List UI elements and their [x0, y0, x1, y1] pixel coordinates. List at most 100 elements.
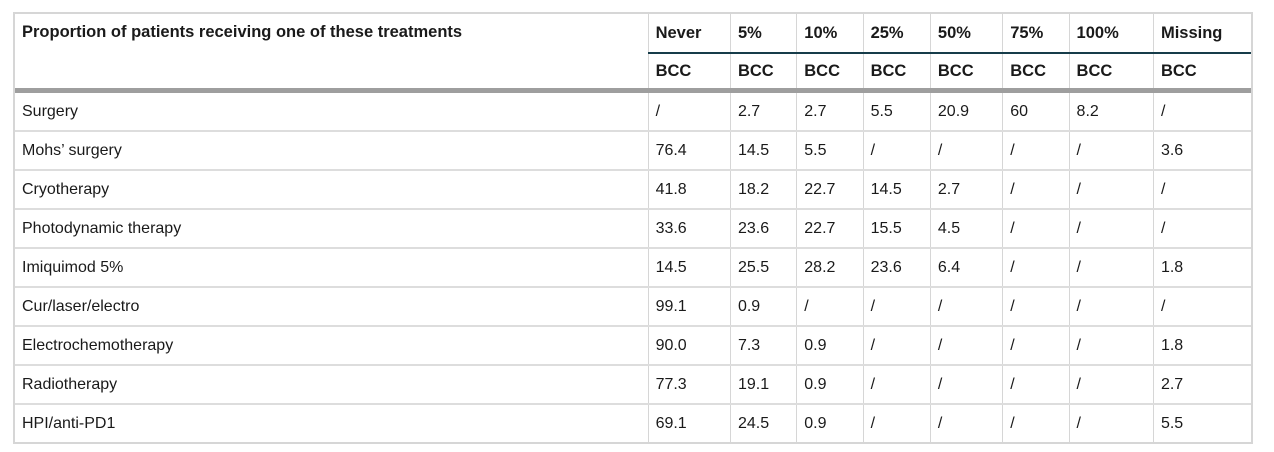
table-cell: /	[862, 364, 931, 404]
row-label: Cryotherapy	[15, 169, 649, 209]
table-cell: 33.6	[647, 208, 731, 248]
table-cell: 1.8	[1152, 247, 1251, 287]
column-header-never: Never	[647, 14, 731, 54]
subheader-bcc: BCC	[1002, 53, 1070, 93]
table-cell: /	[1068, 208, 1154, 248]
table-cell: /	[1152, 286, 1251, 326]
table-cell: /	[1068, 286, 1154, 326]
table-cell: 15.5	[862, 208, 931, 248]
row-label: Electrochemotherapy	[15, 325, 649, 365]
table-cell: 0.9	[796, 403, 864, 442]
table-cell: 2.7	[729, 90, 797, 131]
table-row: Mohs’ surgery 76.4 14.5 5.5 / / / / 3.6	[15, 130, 1251, 170]
subheader-bcc: BCC	[647, 53, 731, 93]
table-cell: /	[1152, 208, 1251, 248]
header-row-columns: Proportion of patients receiving one of …	[15, 14, 1251, 93]
row-label: HPI/anti-PD1	[15, 403, 649, 442]
column-header-25pct: 25%	[862, 14, 931, 54]
column-header-5pct: 5%	[729, 14, 797, 54]
treatment-proportion-table-frame: Proportion of patients receiving one of …	[13, 12, 1253, 444]
table-row: Imiquimod 5% 14.5 25.5 28.2 23.6 6.4 / /…	[15, 247, 1251, 287]
table-cell: 99.1	[647, 286, 731, 326]
table-row: Cur/laser/electro 99.1 0.9 / / / / / /	[15, 286, 1251, 326]
table-cell: /	[1002, 247, 1070, 287]
table-cell: 5.5	[796, 130, 864, 170]
table-cell: /	[929, 130, 1003, 170]
table-row: Cryotherapy 41.8 18.2 22.7 14.5 2.7 / / …	[15, 169, 1251, 209]
table-cell: /	[1068, 247, 1154, 287]
table-cell: 76.4	[647, 130, 731, 170]
table-cell: 4.5	[929, 208, 1003, 248]
table-row: HPI/anti-PD1 69.1 24.5 0.9 / / / / 5.5	[15, 403, 1251, 442]
label-column-header: Proportion of patients receiving one of …	[15, 14, 649, 93]
row-label: Radiotherapy	[15, 364, 649, 404]
subheader-bcc: BCC	[729, 53, 797, 93]
table-cell: /	[1152, 169, 1251, 209]
table-cell: 90.0	[647, 325, 731, 365]
table-cell: /	[1068, 403, 1154, 442]
column-header-100pct: 100%	[1068, 14, 1154, 54]
header-row-subheaders: BCC BCC BCC BCC BCC BCC BCC BCC	[15, 53, 1251, 93]
table-cell: /	[796, 286, 864, 326]
table-cell: /	[862, 130, 931, 170]
table-cell: 77.3	[647, 364, 731, 404]
table-cell: /	[1002, 325, 1070, 365]
row-label: Photodynamic therapy	[15, 208, 649, 248]
table-cell: /	[1002, 208, 1070, 248]
table-cell: 14.5	[647, 247, 731, 287]
table-cell: 20.9	[929, 90, 1003, 131]
row-label: Mohs’ surgery	[15, 130, 649, 170]
column-header-missing: Missing	[1152, 14, 1251, 54]
column-header-50pct: 50%	[929, 14, 1003, 54]
table-cell: 18.2	[729, 169, 797, 209]
table-row: Photodynamic therapy 33.6 23.6 22.7 15.5…	[15, 208, 1251, 248]
table-row: Radiotherapy 77.3 19.1 0.9 / / / / 2.7	[15, 364, 1251, 404]
subheader-bcc: BCC	[1152, 53, 1251, 93]
table-cell: /	[1152, 90, 1251, 131]
table-cell: 6.4	[929, 247, 1003, 287]
table-cell: 24.5	[729, 403, 797, 442]
table-cell: 19.1	[729, 364, 797, 404]
column-header-10pct: 10%	[796, 14, 864, 54]
table-cell: /	[1002, 364, 1070, 404]
row-label: Cur/laser/electro	[15, 286, 649, 326]
table-cell: /	[929, 403, 1003, 442]
subheader-bcc: BCC	[796, 53, 864, 93]
subheader-bcc: BCC	[862, 53, 931, 93]
table-cell: 14.5	[729, 130, 797, 170]
table-cell: /	[1002, 403, 1070, 442]
table-cell: 2.7	[929, 169, 1003, 209]
table-cell: 1.8	[1152, 325, 1251, 365]
table-cell: 3.6	[1152, 130, 1251, 170]
table-cell: 22.7	[796, 169, 864, 209]
table-cell: /	[1068, 130, 1154, 170]
table-cell: /	[929, 286, 1003, 326]
table-cell: /	[1002, 169, 1070, 209]
table-cell: 23.6	[862, 247, 931, 287]
row-label: Surgery	[15, 90, 649, 131]
table-cell: 0.9	[796, 364, 864, 404]
table-cell: 8.2	[1068, 90, 1154, 131]
table-cell: /	[1068, 325, 1154, 365]
table-row: Surgery / 2.7 2.7 5.5 20.9 60 8.2 /	[15, 90, 1251, 131]
table-cell: /	[929, 364, 1003, 404]
table-cell: 14.5	[862, 169, 931, 209]
table-cell: /	[1002, 286, 1070, 326]
table-cell: 2.7	[796, 90, 864, 131]
subheader-bcc: BCC	[1068, 53, 1154, 93]
table-row: Electrochemotherapy 90.0 7.3 0.9 / / / /…	[15, 325, 1251, 365]
table-cell: /	[647, 90, 731, 131]
table-cell: /	[862, 325, 931, 365]
table-cell: 0.9	[796, 325, 864, 365]
table-header: Proportion of patients receiving one of …	[15, 14, 1251, 93]
table-cell: 0.9	[729, 286, 797, 326]
table-cell: 2.7	[1152, 364, 1251, 404]
table-cell: 23.6	[729, 208, 797, 248]
treatment-proportion-table: Proportion of patients receiving one of …	[15, 14, 1251, 442]
column-header-75pct: 75%	[1002, 14, 1070, 54]
table-cell: 7.3	[729, 325, 797, 365]
table-cell: 60	[1002, 90, 1070, 131]
table-cell: /	[1068, 364, 1154, 404]
table-cell: 5.5	[862, 90, 931, 131]
table-cell: /	[929, 325, 1003, 365]
